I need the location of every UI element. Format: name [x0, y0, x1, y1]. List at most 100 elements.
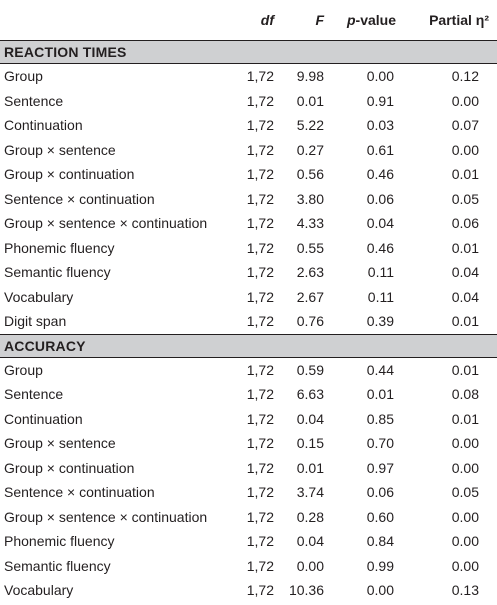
- df-cell: 1,72: [232, 88, 288, 113]
- f-cell: 0.55: [288, 235, 340, 260]
- p-value-cell: 0.11: [367, 264, 394, 281]
- partial-eta-cell: 0.01: [451, 166, 479, 183]
- df-cell: 1,72: [246, 557, 274, 574]
- df-cell: 1,72: [232, 431, 288, 456]
- df-cell: 1,72: [246, 215, 274, 232]
- table-row: Group 1,72 9.98 0.00 0.12: [0, 64, 497, 89]
- f-cell: 0.04: [296, 410, 324, 427]
- partial-eta-cell: 0.00: [451, 557, 479, 574]
- df-cell: 1,72: [232, 137, 288, 162]
- p-value-cell: 0.46: [366, 166, 394, 183]
- row-label: Digit span: [4, 313, 67, 330]
- p-value-cell: 0.39: [366, 313, 394, 330]
- df-cell: 1,72: [246, 264, 274, 281]
- partial-eta-cell: 0.00: [451, 508, 479, 525]
- p-value-cell: 0.85: [366, 410, 394, 427]
- p-value-cell: 0.06: [340, 480, 410, 505]
- p-value-cell: 0.91: [340, 88, 410, 113]
- partial-eta-cell: 0.04: [410, 284, 497, 309]
- row-label: Group × continuation: [4, 459, 135, 476]
- row-label: Vocabulary: [0, 284, 232, 309]
- p-value-cell: 0.70: [340, 431, 410, 456]
- table-row: Vocabulary 1,72 2.67 0.11 0.04: [0, 284, 497, 309]
- f-cell: 3.74: [288, 480, 340, 505]
- table-row: Sentence 1,72 0.01 0.91 0.00: [0, 88, 497, 113]
- df-cell: 1,72: [246, 508, 274, 525]
- row-label: Semantic fluency: [4, 557, 111, 574]
- row-label: Group: [4, 361, 43, 378]
- row-label: Vocabulary: [0, 578, 232, 603]
- partial-eta-cell: 0.00: [410, 431, 497, 456]
- row-label: Sentence × continuation: [0, 480, 232, 505]
- f-cell: 10.36: [288, 578, 340, 603]
- partial-eta-cell: 0.00: [451, 459, 479, 476]
- row-label: Sentence: [0, 382, 232, 407]
- partial-eta-cell: 0.01: [451, 410, 479, 427]
- f-cell: 0.15: [288, 431, 340, 456]
- table-row: Digit span 1,72 0.76 0.39 0.01: [0, 309, 497, 334]
- df-cell: 1,72: [232, 284, 288, 309]
- row-label: Phonemic fluency: [0, 529, 232, 554]
- header-f: F: [288, 0, 340, 41]
- row-label: Continuation: [4, 117, 83, 134]
- p-value-cell: 0.97: [366, 459, 394, 476]
- p-value-cell: 0.61: [340, 137, 410, 162]
- row-label: Group × sentence × continuation: [4, 508, 208, 525]
- header-partial-eta: Partial η²: [410, 0, 497, 41]
- row-label: Group × continuation: [4, 166, 135, 183]
- header-p-italic: p: [346, 12, 356, 28]
- partial-eta-cell: 0.07: [451, 117, 479, 134]
- table-row: Continuation 1,72 5.22 0.03 0.07: [0, 113, 497, 138]
- row-label: Sentence: [0, 88, 232, 113]
- p-value-cell: 0.00: [366, 68, 394, 85]
- f-cell: 4.33: [296, 215, 324, 232]
- partial-eta-cell: 0.01: [451, 313, 479, 330]
- table-row: Semantic fluency 1,72 2.63 0.11 0.04: [0, 260, 497, 285]
- f-cell: 5.22: [296, 117, 324, 134]
- partial-eta-cell: 0.08: [410, 382, 497, 407]
- table-row: Group × sentence 1,72 0.15 0.70 0.00: [0, 431, 497, 456]
- row-label: Group × sentence × continuation: [4, 215, 208, 232]
- row-label: Sentence × continuation: [0, 186, 232, 211]
- f-cell: 0.04: [288, 529, 340, 554]
- table-row: Group × sentence × continuation 1,72 0.28 0…: [0, 505, 497, 530]
- table-row: Group 1,72 0.59 0.44 0.01: [0, 357, 497, 382]
- df-cell: 1,72: [246, 166, 274, 183]
- header-label: [0, 0, 232, 41]
- table-row: Sentence × continuation 1,72 3.74 0.06 0.05: [0, 480, 497, 505]
- df-cell: 1,72: [246, 117, 274, 134]
- p-value-cell: 0.99: [366, 557, 394, 574]
- df-cell: 1,72: [246, 68, 274, 85]
- table-row: Vocabulary 1,72 10.36 0.00 0.13: [0, 578, 497, 603]
- p-value-cell: 0.60: [366, 508, 394, 525]
- f-cell: 9.98: [296, 68, 324, 85]
- table-row: Phonemic fluency 1,72 0.04 0.84 0.00: [0, 529, 497, 554]
- row-label: Continuation: [4, 410, 83, 427]
- df-cell: 1,72: [232, 235, 288, 260]
- f-cell: 0.28: [296, 508, 324, 525]
- header-df: df: [232, 0, 288, 41]
- p-value-cell: 0.01: [340, 382, 410, 407]
- table-row: Group × sentence × continuation 1,72 4.33 0…: [0, 211, 497, 236]
- section-header: REACTION TIMES: [0, 40, 497, 64]
- f-cell: 0.01: [288, 88, 340, 113]
- df-cell: 1,72: [246, 313, 274, 330]
- df-cell: 1,72: [246, 459, 274, 476]
- partial-eta-cell: 0.05: [410, 186, 497, 211]
- df-cell: 1,72: [232, 578, 288, 603]
- table-row: Sentence 1,72 6.63 0.01 0.08: [0, 382, 497, 407]
- df-cell: 1,72: [232, 480, 288, 505]
- row-label: Semantic fluency: [4, 264, 111, 281]
- f-cell: 0.76: [296, 313, 324, 330]
- partial-eta-cell: 0.00: [410, 529, 497, 554]
- table-row: Continuation 1,72 0.04 0.85 0.01: [0, 407, 497, 432]
- p-value-cell: 0.06: [340, 186, 410, 211]
- row-label: Group × sentence: [0, 137, 232, 162]
- p-value-cell: 0.00: [340, 578, 410, 603]
- table-row: Group × continuation 1,72 0.56 0.46 0.01: [0, 162, 497, 187]
- partial-eta-cell: 0.01: [451, 361, 479, 378]
- partial-eta-cell: 0.00: [410, 88, 497, 113]
- f-cell: 2.63: [296, 264, 324, 281]
- header-p-rest: -value: [355, 12, 396, 28]
